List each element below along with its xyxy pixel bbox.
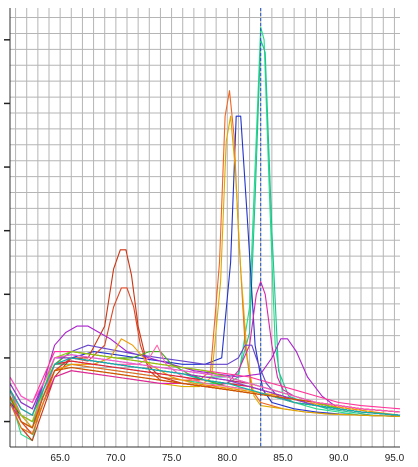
- x-tick-label: 80.0: [218, 453, 238, 464]
- x-tick-label: 90.0: [329, 453, 349, 464]
- series-group: [9, 26, 401, 442]
- x-tick-labels: 65.0 70.0 75.0 80.0 85.0 90.0 95.0: [50, 453, 404, 464]
- series-line-22: [9, 357, 401, 416]
- x-tick-label: 95.0: [385, 453, 405, 464]
- x-tick-label: 85.0: [273, 453, 293, 464]
- x-tick-label: 70.0: [106, 453, 126, 464]
- x-tick-label: 65.0: [50, 453, 70, 464]
- x-tick-label: 75.0: [162, 453, 182, 464]
- series-line-24: [9, 354, 401, 413]
- axes-group: [4, 8, 400, 448]
